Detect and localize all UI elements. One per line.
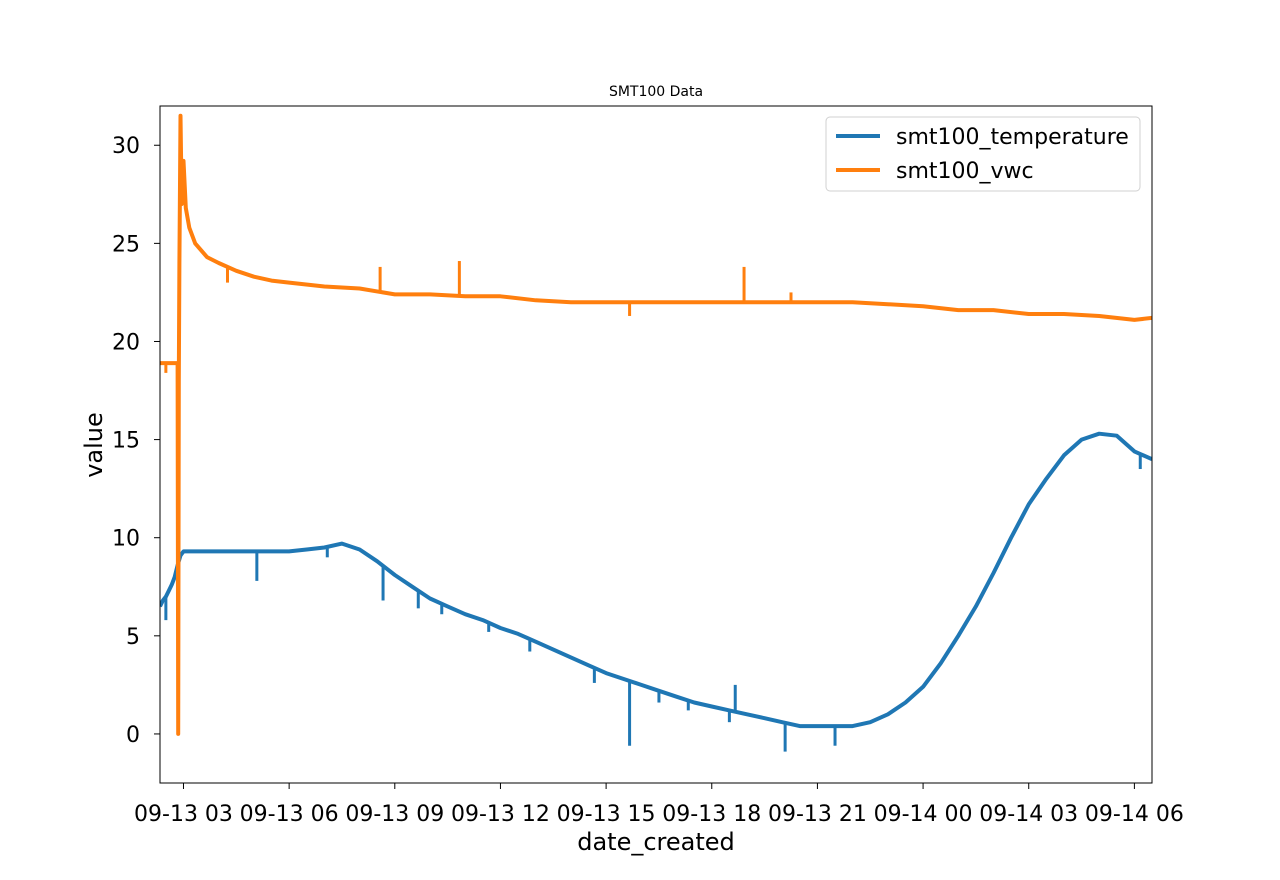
y-tick-label-0: 0	[126, 723, 140, 748]
plot-lines	[160, 113, 1152, 752]
x-tick-label-9: 09-14 06	[1085, 802, 1184, 827]
y-axis-label: value	[80, 412, 108, 478]
x-tick-label-2: 09-13 09	[345, 802, 444, 827]
legend-label-vwc: smt100_vwc	[896, 159, 1034, 184]
y-tick-label-3: 15	[112, 429, 140, 454]
x-tick-label-4: 09-13 15	[557, 802, 656, 827]
series-line-0	[160, 431, 1152, 729]
x-tick-label-7: 09-14 00	[874, 802, 973, 827]
legend-label-temperature: smt100_temperature	[896, 125, 1129, 150]
x-tick-label-5: 09-13 18	[662, 802, 761, 827]
x-tick-label-3: 09-13 12	[451, 802, 550, 827]
y-tick-label-5: 25	[112, 232, 140, 257]
x-tick-label-6: 09-13 21	[768, 802, 867, 827]
plot-frame	[159, 105, 1153, 784]
y-tick-label-6: 30	[112, 134, 140, 159]
legend: smt100_temperature smt100_vwc	[825, 116, 1141, 192]
y-tick-label-1: 5	[126, 625, 140, 650]
x-axis-label: date_created	[577, 828, 735, 856]
x-tick-label-8: 09-14 03	[979, 802, 1078, 827]
legend-box	[825, 116, 1141, 192]
y-tick-label-4: 20	[112, 330, 140, 355]
x-axis-ticks: 09-13 03 09-13 06 09-13 09 09-13 12 09-13 15…	[134, 783, 1184, 827]
x-tick-label-1: 09-13 06	[240, 802, 339, 827]
y-axis-ticks: 0 5 10 15 20 25 30	[112, 134, 160, 748]
series-line-1	[160, 113, 1152, 736]
chart-title: SMT100 Data	[609, 84, 703, 100]
y-tick-label-2: 10	[112, 527, 140, 552]
x-tick-label-0: 09-13 03	[134, 802, 233, 827]
